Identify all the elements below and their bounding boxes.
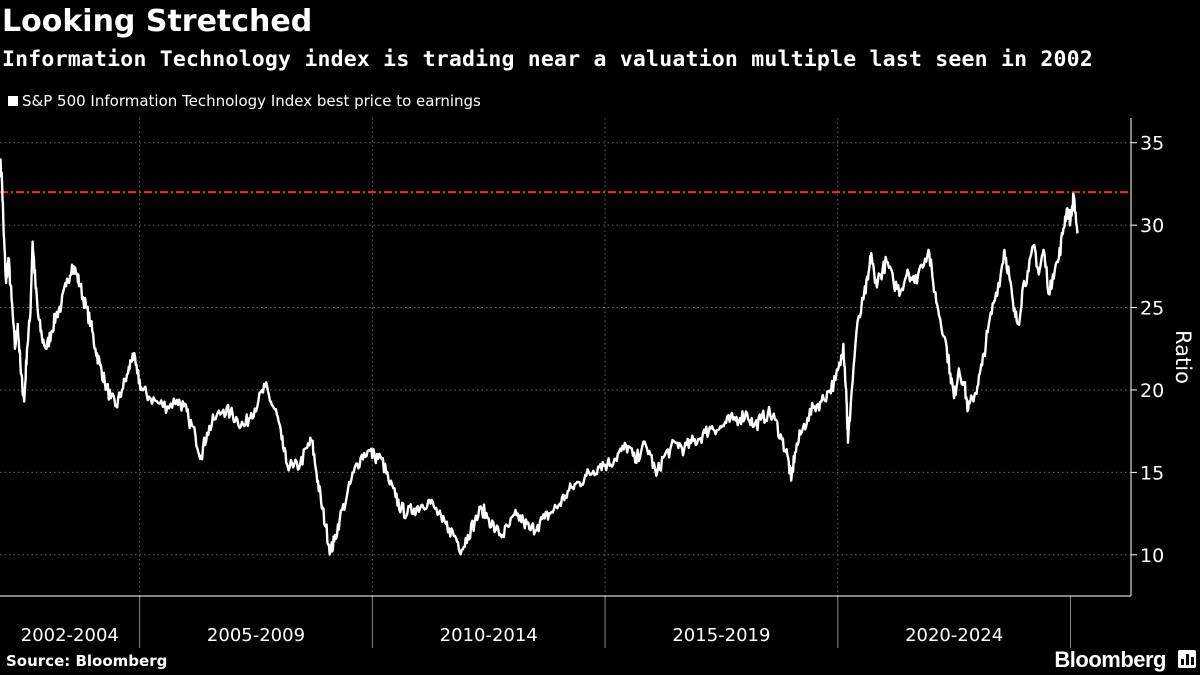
series-layer [0, 158, 1079, 556]
series-line [0, 158, 1079, 556]
y-axis-title: Ratio [1171, 330, 1195, 384]
y-tick-label: 25 [1140, 298, 1164, 320]
x-tick-label: 2005-2009 [207, 625, 305, 646]
x-tick-label: 2015-2019 [672, 625, 770, 646]
legend: S&P 500 Information Technology Index bes… [8, 90, 481, 112]
y-tick-label: 15 [1140, 462, 1164, 484]
source-note: Source: Bloomberg [6, 652, 168, 670]
y-tick-label: 35 [1140, 133, 1164, 155]
x-tick-label: 2002-2004 [21, 625, 119, 646]
x-tick-label: 2020-2024 [905, 625, 1003, 646]
chart-title: Looking Stretched [2, 4, 313, 39]
legend-swatch [8, 96, 18, 106]
chart-subtitle: Information Technology index is trading … [2, 47, 1093, 72]
grid [0, 118, 1131, 596]
brand-wordmark: Bloomberg [1054, 647, 1166, 672]
y-tick-label: 10 [1140, 545, 1164, 567]
x-tick-label: 2010-2014 [440, 625, 538, 646]
axes: 10 15 20 25 30 35 2002-2004 2005-2009 2010-2014 2… [0, 118, 1195, 648]
legend-label: S&P 500 Information Technology Index bes… [22, 92, 481, 110]
bloomberg-chart-icon [1178, 650, 1196, 668]
y-tick-label: 20 [1140, 380, 1164, 402]
y-tick-label: 30 [1140, 215, 1164, 237]
